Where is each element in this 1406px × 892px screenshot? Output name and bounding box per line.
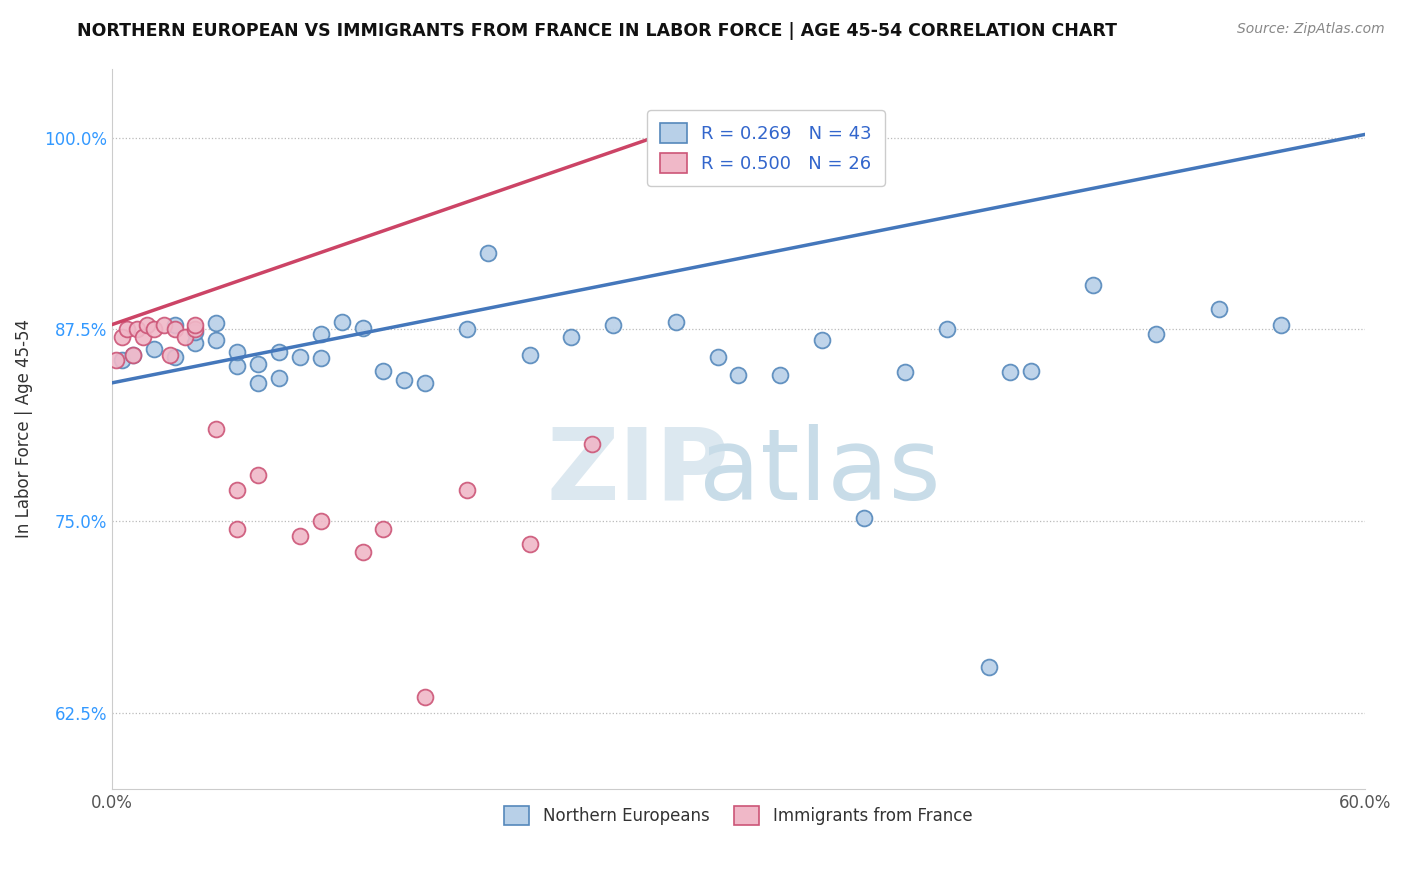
Point <box>121 348 143 362</box>
Point <box>894 365 917 379</box>
Legend: Northern Europeans, Immigrants from France: Northern Europeans, Immigrants from Fran… <box>495 796 983 835</box>
Point <box>121 348 143 362</box>
Point <box>174 330 197 344</box>
Point <box>105 352 128 367</box>
Point <box>811 333 834 347</box>
Point <box>288 350 311 364</box>
Point <box>560 330 582 344</box>
Point <box>125 322 148 336</box>
Point <box>226 522 249 536</box>
Point <box>142 322 165 336</box>
Point <box>413 690 436 705</box>
Point <box>727 368 749 383</box>
Point <box>132 330 155 344</box>
Point <box>1083 277 1105 292</box>
Point <box>309 514 332 528</box>
Point <box>184 318 207 332</box>
Point <box>394 373 416 387</box>
Point <box>205 316 228 330</box>
Point <box>153 318 176 332</box>
Point <box>184 336 207 351</box>
Point <box>205 333 228 347</box>
Point <box>352 320 374 334</box>
Point <box>136 318 159 332</box>
Y-axis label: In Labor Force | Age 45-54: In Labor Force | Age 45-54 <box>15 319 32 539</box>
Point <box>226 359 249 373</box>
Point <box>267 371 290 385</box>
Point <box>247 467 270 482</box>
Point <box>247 376 270 390</box>
Point <box>706 350 728 364</box>
Point <box>456 322 478 336</box>
Point <box>519 537 541 551</box>
Point <box>477 245 499 260</box>
Point <box>184 325 207 339</box>
Point <box>852 511 875 525</box>
Text: NORTHERN EUROPEAN VS IMMIGRANTS FROM FRANCE IN LABOR FORCE | AGE 45-54 CORRELATI: NORTHERN EUROPEAN VS IMMIGRANTS FROM FRA… <box>77 22 1118 40</box>
Point <box>519 348 541 362</box>
Point <box>1208 302 1230 317</box>
Text: atlas: atlas <box>699 424 941 521</box>
Point <box>226 483 249 498</box>
Point <box>1019 363 1042 377</box>
Point <box>456 483 478 498</box>
Point <box>413 376 436 390</box>
Point <box>247 358 270 372</box>
Point <box>226 345 249 359</box>
Point <box>977 659 1000 673</box>
Point <box>163 318 186 332</box>
Point <box>184 322 207 336</box>
Point <box>163 322 186 336</box>
Point <box>352 544 374 558</box>
Point <box>309 326 332 341</box>
Point <box>159 348 181 362</box>
Point <box>205 422 228 436</box>
Point <box>309 351 332 366</box>
Point <box>373 363 395 377</box>
Text: ZIP: ZIP <box>547 424 730 521</box>
Point <box>163 350 186 364</box>
Point <box>581 437 603 451</box>
Point <box>111 352 134 367</box>
Text: Source: ZipAtlas.com: Source: ZipAtlas.com <box>1237 22 1385 37</box>
Point <box>330 314 353 328</box>
Point <box>267 345 290 359</box>
Point <box>373 522 395 536</box>
Point <box>769 368 792 383</box>
Point <box>665 314 688 328</box>
Point <box>936 322 959 336</box>
Point <box>1144 326 1167 341</box>
Point <box>1270 318 1292 332</box>
Point <box>288 529 311 543</box>
Point <box>115 322 138 336</box>
Point <box>602 318 624 332</box>
Point <box>998 365 1021 379</box>
Point <box>142 342 165 356</box>
Point <box>111 330 134 344</box>
